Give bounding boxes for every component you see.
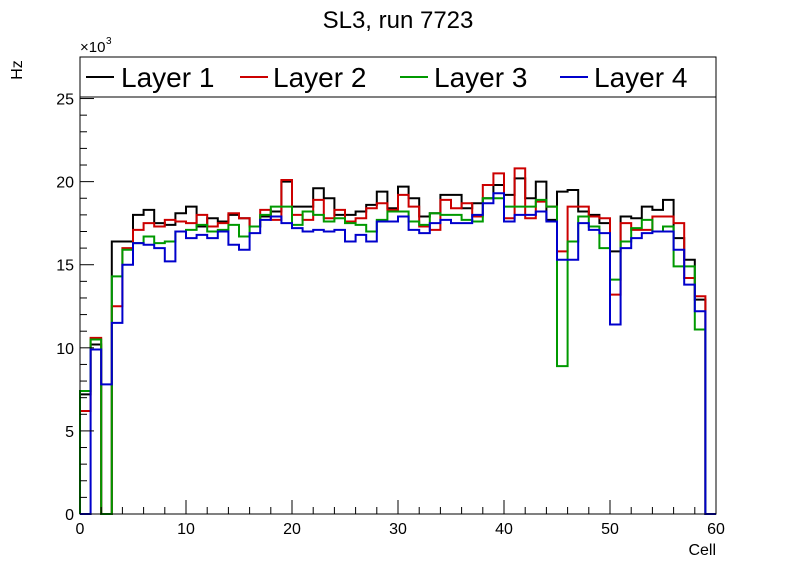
chart-title: SL3, run 7723 [323,7,474,34]
x-tick-label: 40 [495,521,513,538]
legend-label-layer-4: Layer 4 [594,62,687,93]
x-tick-label: 30 [389,521,407,538]
y-tick-label: 10 [56,341,74,358]
y-tick-label: 5 [65,424,74,441]
x-tick-label: 0 [76,521,85,538]
exponent-base: ×10 [80,39,105,56]
legend-box [79,56,717,98]
y-axis-exponent: ×10 3 [80,36,112,56]
x-tick-label: 20 [283,521,301,538]
legend-label-layer-3: Layer 3 [434,62,527,93]
y-axis-label: Hz [9,60,26,80]
x-tick-label: 10 [177,521,195,538]
exponent-power: 3 [106,36,112,47]
x-tick-label: 60 [707,521,725,538]
legend-label-layer-2: Layer 2 [273,62,366,93]
y-tick-label: 0 [65,507,74,524]
legend: Layer 1 Layer 2 Layer 3 Layer 4 [79,56,717,98]
y-tick-label: 25 [56,92,74,109]
y-tick-label: 20 [56,175,74,192]
x-axis-label: Cell [688,542,716,559]
y-tick-label: 15 [56,258,74,275]
plot-area [79,167,716,515]
legend-label-layer-1: Layer 1 [121,62,214,93]
series-line-layer-4 [80,192,716,515]
x-tick-label: 50 [601,521,619,538]
series-line-layer-2 [79,167,716,515]
